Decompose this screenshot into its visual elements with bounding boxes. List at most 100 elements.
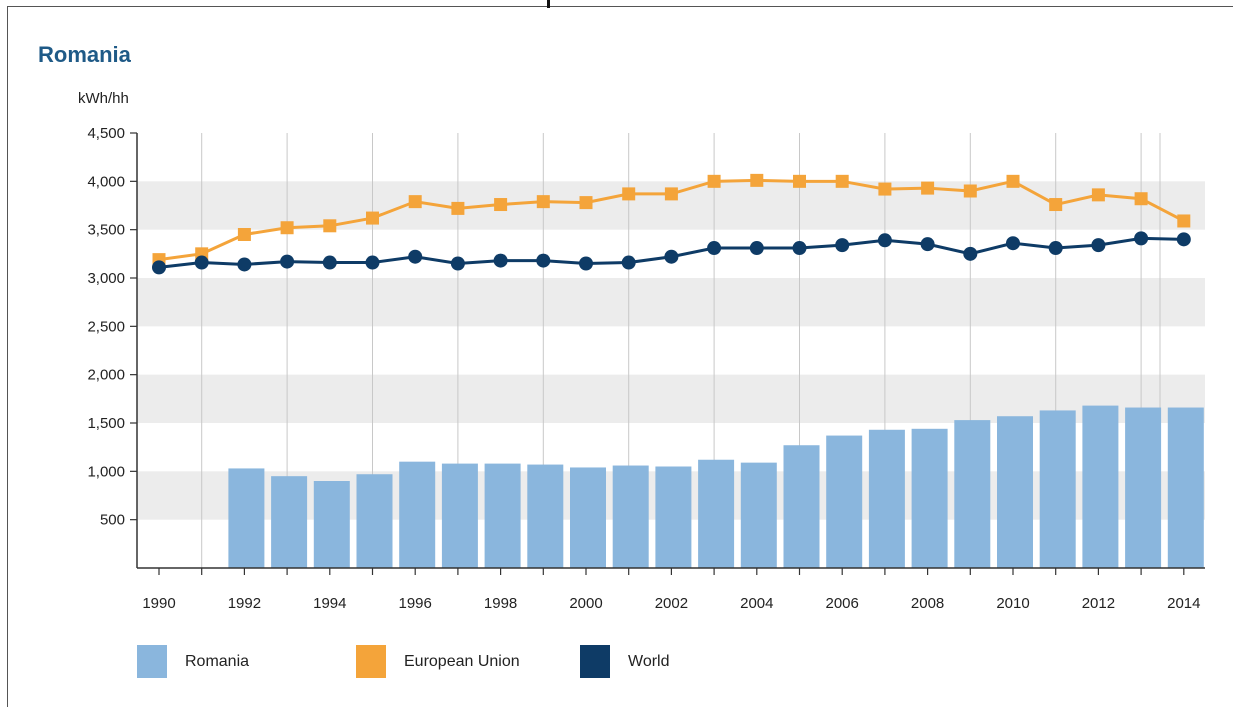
eu-point-2014 (1177, 214, 1191, 228)
world-point-2004 (749, 241, 764, 256)
world-point-1991 (194, 255, 209, 270)
legend-swatch-world (580, 645, 610, 678)
world-point-1994 (322, 255, 337, 270)
world-point-1990 (152, 260, 166, 275)
eu-series (152, 173, 1191, 267)
eu-point-2005 (793, 174, 806, 188)
bar-romania-1998 (484, 463, 521, 568)
eu-point-2009 (963, 184, 977, 198)
legend-label-world: World (628, 652, 670, 670)
eu-point-2008 (921, 181, 935, 195)
bar-romania-2000 (570, 467, 606, 568)
x-tick-label-2002: 2002 (655, 595, 688, 612)
x-tick-label-1998: 1998 (484, 595, 517, 612)
eu-point-2013 (1134, 192, 1148, 206)
world-point-2003 (707, 241, 722, 256)
x-tick-label-2012: 2012 (1082, 595, 1115, 612)
eu-point-1996 (408, 195, 422, 209)
axes: 500 1,000 1,500 2,000 2,500 3,000 3,500 4,000 4,… (87, 125, 1205, 612)
y-tick-label-4500: 4,500 (87, 125, 125, 142)
world-series (152, 231, 1191, 275)
bar-romania-2001 (612, 465, 649, 568)
romania-bars (228, 405, 1204, 568)
frame-top-border (7, 6, 1233, 7)
y-tick-label-2000: 2,000 (87, 367, 125, 384)
world-point-2001 (621, 255, 636, 270)
world-point-2006 (835, 238, 850, 253)
bar-romania-2012 (1082, 405, 1119, 568)
y-tick-label-500: 500 (100, 512, 125, 529)
world-point-1997 (450, 256, 465, 271)
world-point-1992 (237, 257, 252, 272)
bar-romania-2014 (1167, 407, 1204, 568)
eu-point-2010 (1006, 174, 1020, 188)
bar-romania-1995 (356, 474, 393, 568)
x-tick-label-1996: 1996 (399, 595, 432, 612)
y-tick-label-4000: 4,000 (87, 173, 125, 190)
y-tick-label-2500: 2,500 (87, 318, 125, 335)
legend-item-romania: Romania (137, 645, 249, 678)
bar-romania-2008 (911, 428, 948, 568)
world-point-2013 (1134, 231, 1149, 246)
y-tick-label-1500: 1,500 (87, 415, 125, 432)
world-point-2009 (963, 246, 978, 261)
y-tick-label-3000: 3,000 (87, 270, 125, 287)
world-point-2000 (579, 256, 593, 271)
x-tick-label-1992: 1992 (228, 595, 261, 612)
eu-point-2006 (835, 174, 849, 188)
top-edge-mark (547, 0, 550, 8)
y-axis-unit: kWh/hh (78, 90, 129, 107)
bar-romania-2010 (997, 416, 1033, 568)
frame-left-border (7, 6, 8, 707)
eu-point-1992 (237, 228, 251, 241)
eu-point-1994 (323, 219, 337, 233)
eu-point-2012 (1091, 188, 1105, 202)
bar-romania-2002 (655, 466, 692, 568)
x-tick-label-1990: 1990 (142, 595, 175, 612)
eu-point-2000 (579, 196, 593, 210)
chart-title: Romania (38, 42, 131, 67)
eu-point-1995 (366, 211, 379, 225)
world-point-2012 (1091, 238, 1106, 253)
legend-label-eu: European Union (404, 652, 520, 670)
legend-label-romania: Romania (185, 652, 250, 670)
eu-point-2003 (707, 174, 721, 188)
bar-romania-1994 (313, 481, 350, 568)
world-point-2002 (664, 249, 679, 264)
bar-romania-1999 (527, 464, 564, 568)
eu-point-1997 (451, 201, 465, 215)
x-tick-label-2010: 2010 (996, 595, 1029, 612)
bar-romania-2003 (698, 459, 735, 568)
eu-point-1999 (536, 195, 550, 209)
legend-swatch-romania (137, 645, 167, 678)
world-point-2010 (1006, 236, 1020, 251)
x-tick-label-2008: 2008 (911, 595, 944, 612)
bar-romania-1997 (441, 463, 478, 568)
legend-swatch-eu (356, 645, 386, 678)
x-tick-label-1994: 1994 (313, 595, 346, 612)
eu-point-1998 (494, 198, 508, 212)
band-2 (137, 278, 1205, 327)
eu-point-1993 (280, 221, 294, 235)
bar-romania-2004 (740, 462, 777, 568)
bar-romania-2007 (868, 429, 905, 568)
world-point-2005 (792, 241, 807, 256)
bar-romania-1992 (228, 468, 265, 568)
bar-romania-2013 (1125, 407, 1162, 568)
bar-romania-1996 (399, 461, 436, 568)
world-point-1996 (408, 249, 423, 264)
world-point-1995 (365, 255, 380, 270)
bar-romania-2009 (954, 420, 991, 568)
y-tick-label-1000: 1,000 (87, 463, 125, 480)
background-bands (137, 181, 1205, 520)
x-tick-label-2006: 2006 (826, 595, 859, 612)
eu-point-2002 (664, 187, 678, 201)
eu-point-2004 (750, 173, 764, 187)
legend-item-eu: European Union (356, 645, 520, 678)
eu-point-2001 (622, 187, 636, 201)
world-point-2014 (1176, 232, 1191, 247)
eu-point-2007 (878, 182, 892, 196)
world-point-2007 (877, 233, 892, 248)
world-point-2008 (920, 237, 935, 252)
